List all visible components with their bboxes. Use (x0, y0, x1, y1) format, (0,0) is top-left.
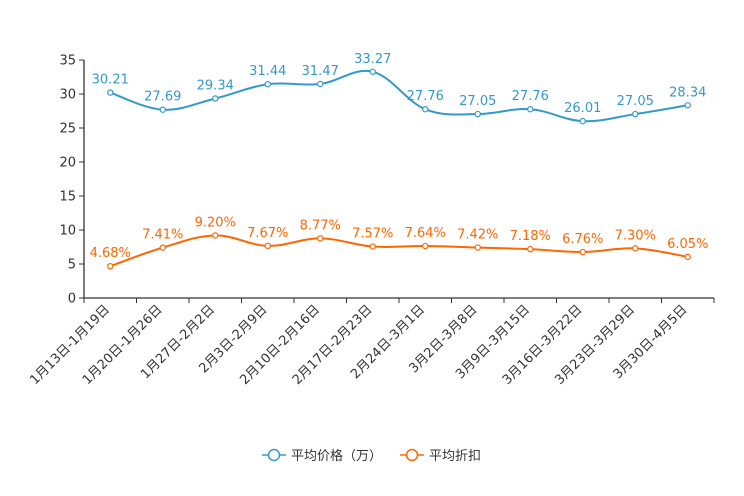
y-tick-label: 20 (59, 156, 76, 171)
series-1-point[interactable] (108, 264, 113, 269)
series-0-data-label: 27.76 (512, 89, 549, 104)
series-0-point[interactable] (423, 107, 428, 112)
series-0-point[interactable] (213, 96, 218, 101)
series-1-point[interactable] (318, 236, 323, 241)
series-1-point[interactable] (213, 233, 218, 238)
series-1-data-label: 7.41% (142, 228, 183, 243)
series-0-point[interactable] (318, 81, 323, 86)
series-1-data-label: 7.18% (510, 229, 551, 244)
series-0-point[interactable] (108, 90, 113, 95)
legend: 平均价格（万） 平均折扣 (262, 448, 481, 464)
series-0-data-label: 27.05 (459, 94, 496, 109)
series-1-data-label: 4.68% (90, 246, 131, 261)
legend-item-0[interactable]: 平均价格（万） (262, 448, 382, 464)
series-0-point[interactable] (370, 69, 375, 74)
series-1-point[interactable] (528, 247, 533, 252)
y-tick-label: 30 (59, 88, 76, 103)
series-0-point[interactable] (685, 103, 690, 108)
series-1-point[interactable] (160, 245, 165, 250)
legend-marker-icon (407, 450, 418, 461)
series-1-data-label: 7.67% (247, 226, 288, 241)
series-0-data-label: 27.76 (407, 89, 444, 104)
series-0-data-label: 27.69 (144, 90, 181, 105)
series-0-data-label: 30.21 (92, 73, 129, 88)
series-1-data-label: 8.77% (300, 218, 341, 233)
y-tick-label: 35 (59, 54, 76, 69)
series-1-data-label: 7.42% (457, 228, 498, 243)
series-1-data-label: 6.05% (667, 237, 708, 252)
series-1-point[interactable] (580, 249, 585, 254)
series-0-data-label: 33.27 (354, 52, 391, 67)
series-0-data-label: 31.44 (249, 64, 286, 79)
series-layer: 30.21 27.69 29.34 31.44 31.47 33.27 27.76 27.05… (90, 52, 709, 269)
y-tick-label: 5 (68, 258, 76, 273)
y-tick-label: 10 (59, 224, 76, 239)
series-0-data-label: 26.01 (564, 101, 601, 116)
series-0-data-label: 31.47 (302, 64, 339, 79)
series-0: 30.21 27.69 29.34 31.44 31.47 33.27 27.76 27.05… (92, 52, 707, 124)
series-0-point[interactable] (475, 111, 480, 116)
line-chart: 051015202530351月13日-1月19日1月20日-1月26日1月27… (0, 0, 744, 496)
series-1-point[interactable] (685, 254, 690, 259)
y-tick-label: 0 (68, 292, 76, 307)
series-0-point[interactable] (265, 82, 270, 87)
series-1-point[interactable] (633, 246, 638, 251)
series-1-data-label: 6.76% (562, 232, 603, 247)
axes: 051015202530351月13日-1月19日1月20日-1月26日1月27… (27, 54, 714, 389)
y-tick-label: 25 (59, 122, 76, 137)
legend-label: 平均价格（万） (291, 448, 382, 464)
legend-marker-icon (269, 450, 280, 461)
y-tick-label: 15 (59, 190, 76, 205)
series-0-data-label: 29.34 (197, 78, 234, 93)
series-0-point[interactable] (160, 107, 165, 112)
series-1-data-label: 7.57% (352, 227, 393, 242)
series-0-point[interactable] (633, 111, 638, 116)
series-1-data-label: 9.20% (195, 215, 236, 230)
series-1-data-label: 7.64% (405, 226, 446, 241)
legend-item-1[interactable]: 平均折扣 (400, 449, 481, 464)
series-0-point[interactable] (580, 119, 585, 124)
series-1-data-label: 7.30% (615, 228, 656, 243)
series-1-point[interactable] (423, 243, 428, 248)
series-1-point[interactable] (265, 243, 270, 248)
series-0-data-label: 27.05 (617, 94, 654, 109)
legend-label: 平均折扣 (429, 449, 481, 464)
series-0-point[interactable] (528, 107, 533, 112)
series-0-data-label: 28.34 (669, 85, 706, 100)
series-1-point[interactable] (475, 245, 480, 250)
series-1-point[interactable] (370, 244, 375, 249)
series-1: 4.68% 7.41% 9.20% 7.67% 8.77% 7.57% 7.64% 7.42%… (90, 215, 709, 268)
